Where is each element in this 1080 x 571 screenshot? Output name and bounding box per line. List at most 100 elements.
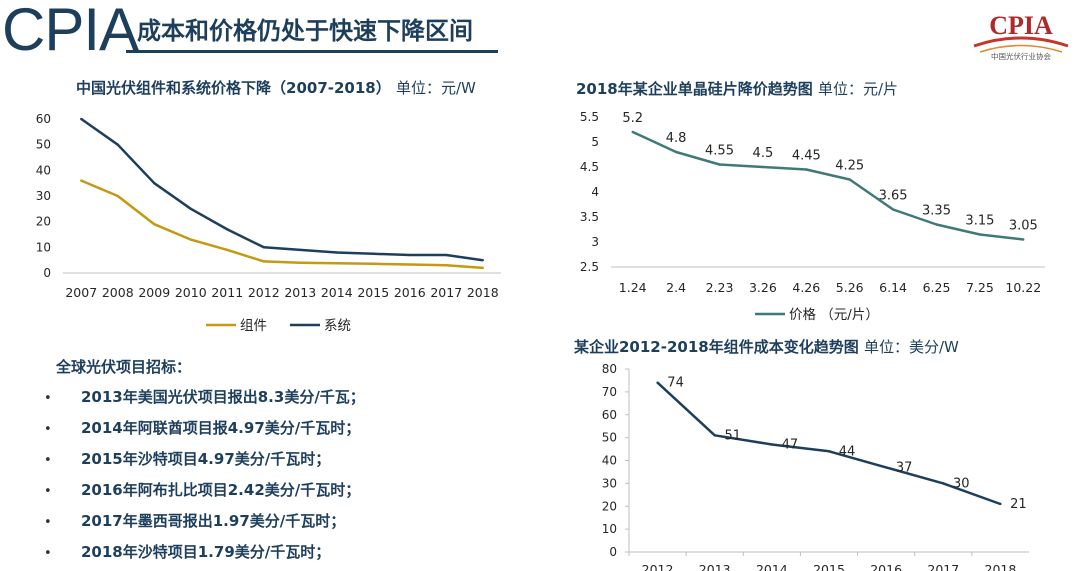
data-point	[189, 238, 192, 241]
data-point	[884, 466, 888, 469]
y-tick-label: 60	[36, 112, 51, 126]
data-point	[189, 207, 192, 211]
y-tick-label: 3.5	[580, 210, 599, 224]
x-tick-label: 2017	[927, 562, 959, 571]
x-tick-label: 2014	[321, 285, 353, 300]
tender-text: 2016年阿布扎比项目2.42美分/千瓦时；	[81, 481, 361, 499]
brand-title: CPIA	[2, 0, 139, 63]
data-label: 47	[782, 437, 799, 452]
data-point	[445, 253, 448, 257]
y-tick-label: 80	[602, 362, 617, 376]
tender-text: 2017年墨西哥报出1.97美分/千瓦时；	[81, 512, 346, 530]
list-item: • 2015年沙特项目4.97美分/千瓦时；	[44, 447, 365, 478]
data-label: 21	[1010, 497, 1027, 512]
headline-underline	[126, 50, 498, 53]
data-point	[770, 443, 774, 446]
data-point	[848, 178, 851, 181]
chart-wafer-price: 2.533.544.555.51.24 2.4 2.23 3.26 4.26 5.26 6.…	[580, 110, 1045, 323]
cpia-logo: CPIA 中国光伏行业协会	[973, 11, 1069, 61]
data-label: 3.15	[965, 214, 994, 229]
data-point	[262, 260, 265, 263]
bullet-icon: •	[44, 546, 52, 561]
legend-label: 组件	[240, 318, 267, 334]
data-point	[445, 264, 448, 267]
list-item: • 2018年沙特项目1.79美分/千瓦时；	[44, 540, 365, 571]
x-tick-label: 3.26	[749, 280, 777, 295]
chart1-unit: 单位：元/W	[395, 79, 476, 97]
x-tick-label: 2016	[870, 562, 902, 571]
data-point	[674, 150, 678, 154]
y-tick-label: 50	[36, 138, 51, 152]
page-headline: 成本和价格仍处于快速下降区间	[137, 17, 473, 45]
legend-label: 价格 （元/片）	[789, 307, 879, 323]
data-point	[226, 248, 229, 252]
chart-module-system-price: 0 10 20 30 40 50 60 2007 2008 2009 2010 2011 2012 201…	[36, 112, 501, 334]
tender-text: 2018年沙特项目1.79美分/千瓦时；	[81, 543, 331, 561]
data-point	[116, 143, 119, 146]
x-tick-label: 5.26	[836, 280, 864, 295]
y-tick-label: 4.5	[580, 160, 599, 174]
data-label: 44	[839, 444, 856, 459]
y-tick-label: 10	[36, 240, 51, 254]
x-tick-label: 2015	[813, 562, 845, 571]
chart2-unit: 单位：元/片	[817, 80, 899, 98]
chart-module-cost: 0 10 20 30 40 50 60 70 80 2012 2013 2014 2015 2016 201…	[602, 362, 1029, 571]
series-line-1	[656, 381, 1001, 506]
x-tick-label: 2008	[102, 285, 134, 300]
data-point	[116, 194, 119, 198]
tender-text: 2015年沙特项目4.97美分/千瓦时；	[81, 450, 331, 468]
y-tick-label: 40	[36, 163, 51, 177]
y-tick-label: 0	[609, 545, 617, 559]
data-label: 4.5	[753, 146, 774, 161]
data-point	[372, 262, 375, 265]
x-tick-label: 2018	[985, 562, 1017, 571]
tender-text: 2014年阿联酋项目报4.97美分/千瓦时；	[81, 419, 361, 437]
data-point	[999, 502, 1002, 506]
series-line-1	[632, 130, 1024, 241]
x-tick-label: 2015	[357, 285, 389, 300]
y-tick-label: 5	[591, 135, 599, 149]
y-tick-label: 2.5	[580, 260, 599, 274]
chart3-title: 某企业2012-2018年组件成本变化趋势图	[574, 338, 859, 356]
data-point	[891, 208, 895, 211]
x-tick-label: 2011	[211, 285, 243, 300]
x-tick-label: 2.4	[666, 280, 686, 295]
data-point	[713, 434, 716, 437]
list-item: • 2013年美国光伏项目报出8.3美分/千瓦；	[44, 385, 365, 416]
x-tick-label: 2014	[756, 562, 788, 571]
data-point	[153, 181, 156, 185]
chart1-title-block: 中国光伏组件和系统价格下降（2007-2018） 单位：元/W	[76, 78, 476, 98]
series-line-2	[80, 117, 483, 262]
x-tick-label: 2018	[467, 285, 499, 300]
data-point	[978, 233, 982, 236]
tender-text: 2013年美国光伏项目报出8.3美分/千瓦；	[81, 388, 365, 406]
y-tick-label: 60	[602, 408, 617, 422]
data-point	[718, 163, 721, 166]
data-point	[656, 381, 659, 384]
y-tick-label: 30	[602, 476, 617, 490]
bullet-icon: •	[44, 453, 52, 468]
y-tick-label: 20	[36, 215, 51, 229]
data-point	[481, 258, 484, 262]
series-line-1	[80, 179, 483, 270]
x-tick-label: 2.23	[706, 280, 734, 295]
logo-subtitle: 中国光伏行业协会	[991, 51, 1051, 61]
x-tick-label: 1.24	[619, 280, 647, 295]
list-item: • 2017年墨西哥报出1.97美分/千瓦时；	[44, 509, 365, 540]
y-tick-label: 0	[43, 266, 51, 280]
x-tick-label: 2017	[430, 285, 462, 300]
data-point	[299, 261, 302, 264]
data-point	[631, 130, 634, 134]
x-tick-label: 6.25	[923, 280, 951, 295]
y-tick-label: 4	[591, 185, 599, 199]
x-tick-label: 2010	[175, 285, 207, 300]
x-tick-label: 10.22	[1005, 280, 1041, 295]
x-tick-label: 2013	[699, 562, 731, 571]
list-item: • 2016年阿布扎比项目2.42美分/千瓦时；	[44, 478, 365, 509]
data-label: 51	[724, 428, 741, 443]
bullet-icon: •	[44, 391, 52, 406]
data-label: 37	[896, 460, 913, 475]
data-point	[942, 482, 945, 485]
data-label: 4.45	[792, 149, 821, 164]
logo-text: CPIA	[989, 11, 1053, 40]
